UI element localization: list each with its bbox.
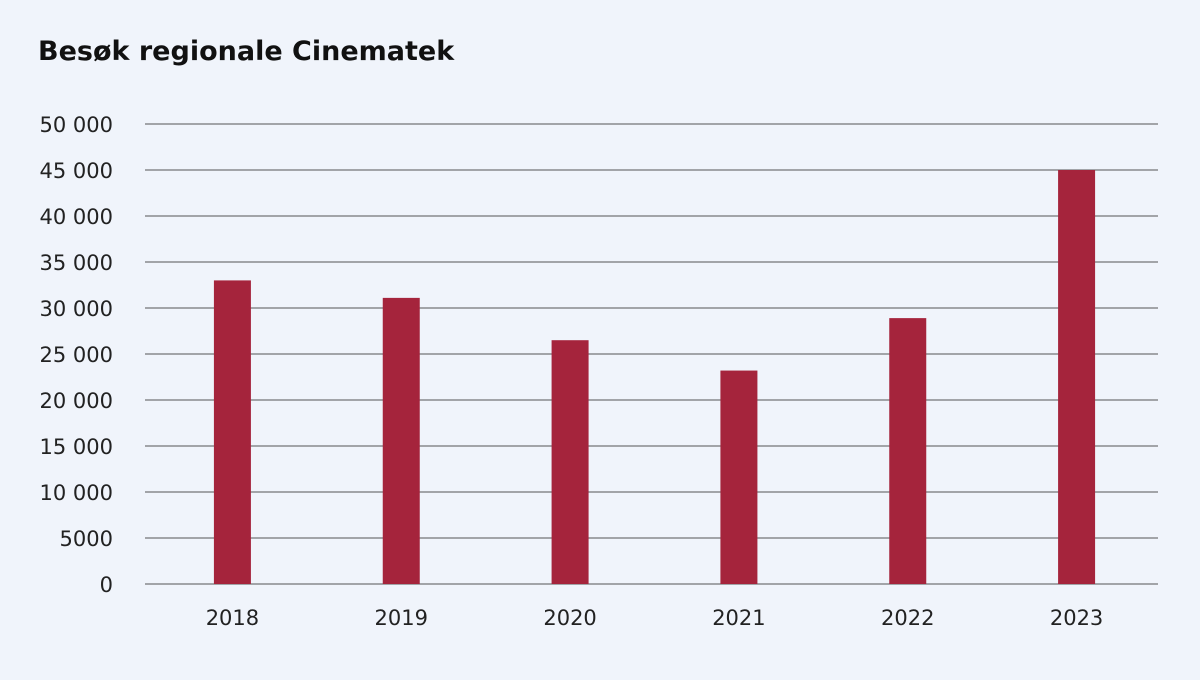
x-tick-label: 2020 bbox=[543, 606, 596, 630]
bar-2018 bbox=[213, 280, 251, 584]
y-tick-label: 45 000 bbox=[40, 159, 113, 183]
bar-2020 bbox=[551, 340, 589, 584]
y-tick-label: 15 000 bbox=[40, 435, 113, 459]
y-tick-label: 30 000 bbox=[40, 297, 113, 321]
x-axis-tick-labels: 2018 2019 2020 2021 2022 2023 bbox=[206, 606, 1104, 630]
y-axis-tick-labels: 0 5000 10 000 15 000 20 000 25 000 30 000 35 00… bbox=[40, 113, 113, 597]
x-tick-label: 2022 bbox=[881, 606, 934, 630]
x-tick-label: 2021 bbox=[712, 606, 765, 630]
y-tick-label: 50 000 bbox=[40, 113, 113, 137]
y-tick-label: 25 000 bbox=[40, 343, 113, 367]
x-tick-label: 2019 bbox=[375, 606, 428, 630]
y-tick-label: 40 000 bbox=[40, 205, 113, 229]
chart-title: Besøk regionale Cinematek bbox=[38, 36, 455, 67]
x-tick-label: 2023 bbox=[1050, 606, 1103, 630]
bar-2019 bbox=[382, 297, 420, 584]
x-tick-label: 2018 bbox=[206, 606, 259, 630]
bars bbox=[213, 170, 1096, 584]
y-tick-label: 5000 bbox=[60, 527, 113, 551]
y-tick-label: 0 bbox=[100, 573, 113, 597]
y-tick-label: 10 000 bbox=[40, 481, 113, 505]
bar-2023 bbox=[1058, 170, 1096, 584]
y-tick-label: 35 000 bbox=[40, 251, 113, 275]
bar-2021 bbox=[720, 370, 758, 584]
y-tick-label: 20 000 bbox=[40, 389, 113, 413]
bar-2022 bbox=[889, 318, 927, 584]
gridlines bbox=[145, 123, 1158, 585]
